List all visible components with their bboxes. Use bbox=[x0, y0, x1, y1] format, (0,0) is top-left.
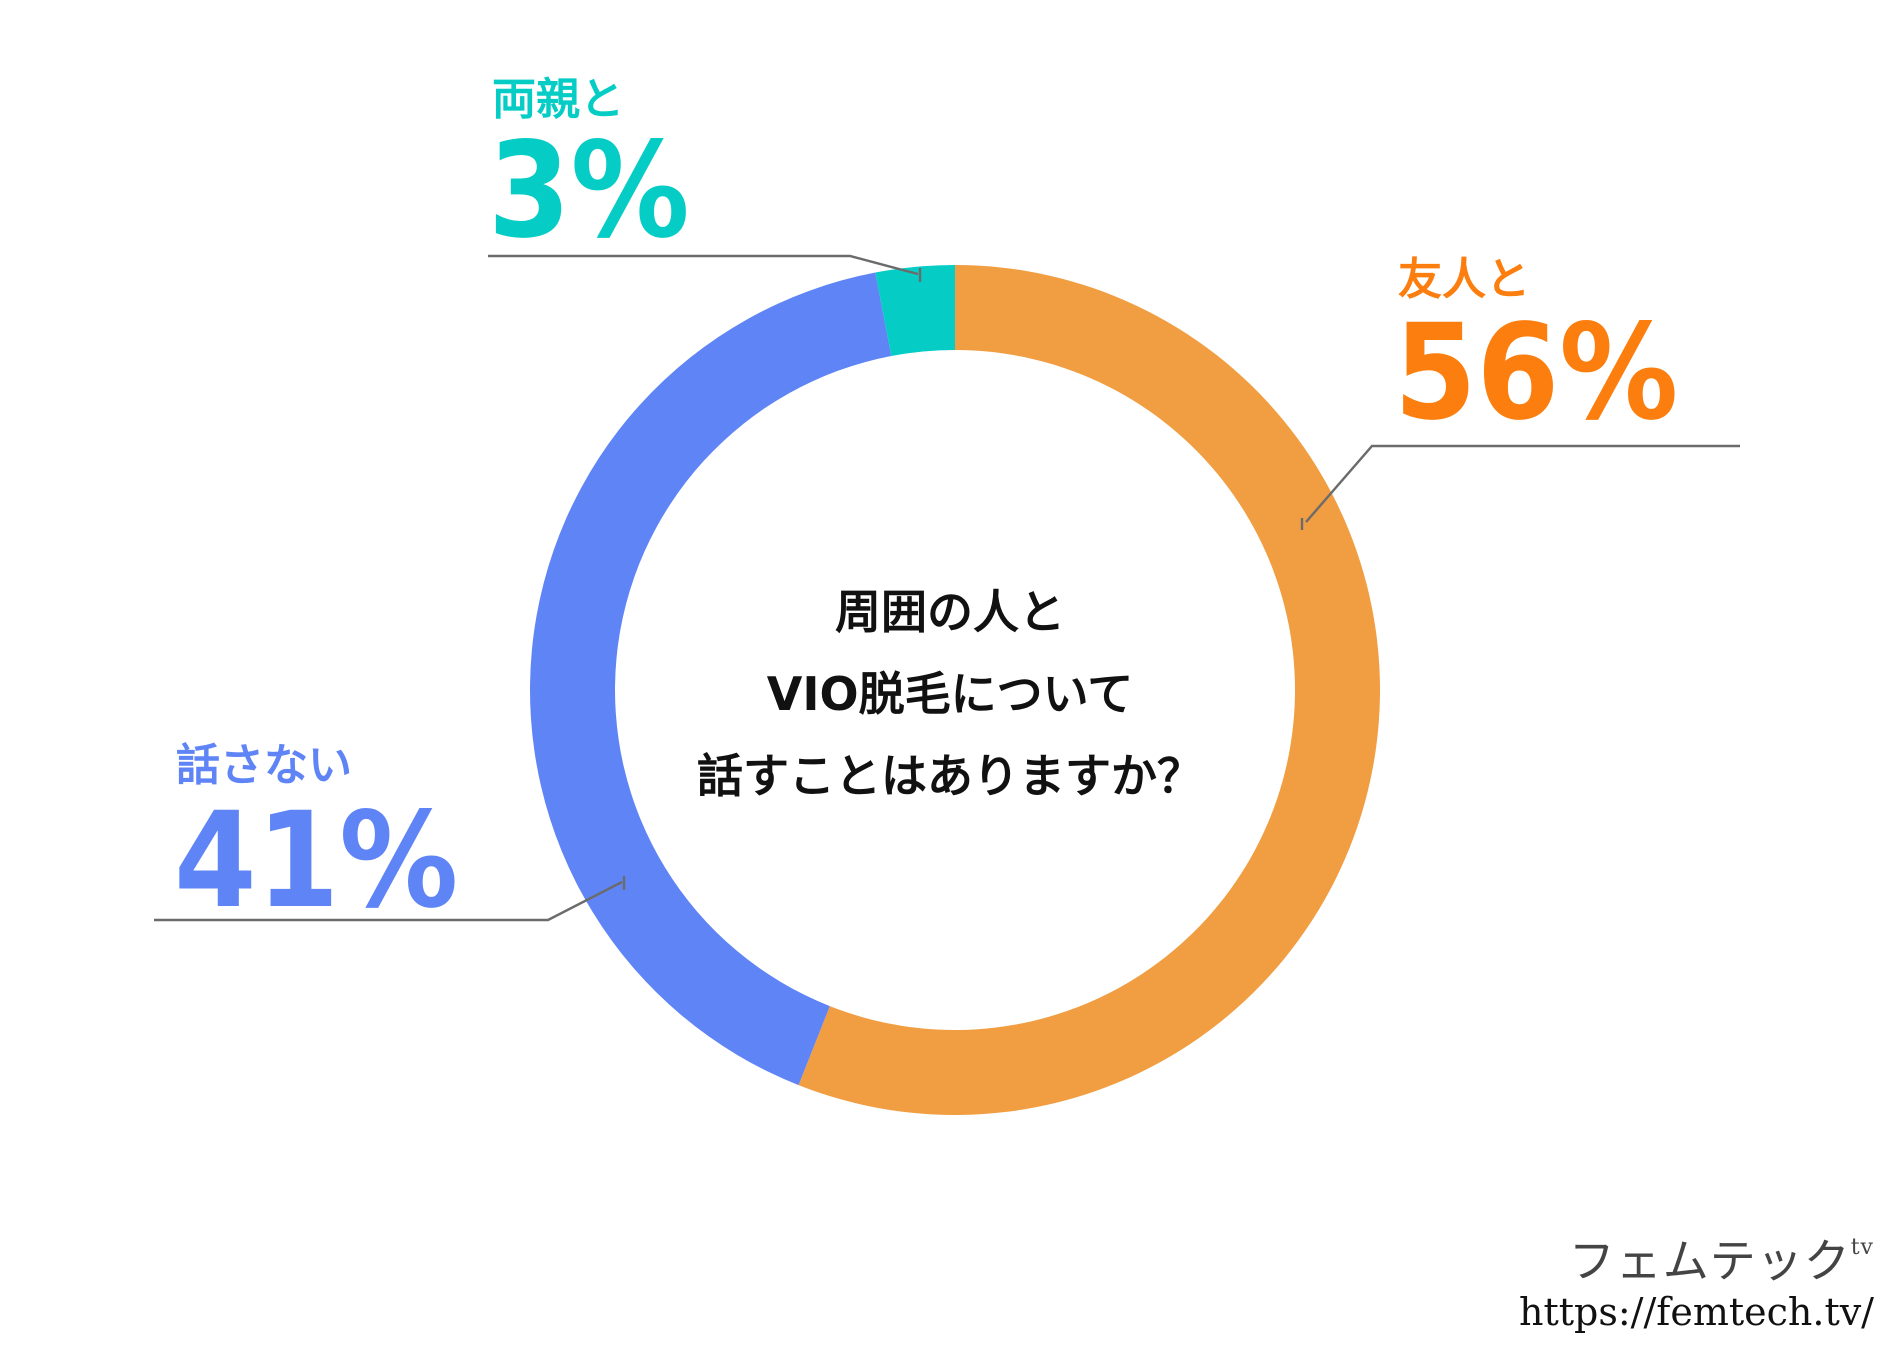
label-friends: 友人と bbox=[1398, 254, 1530, 305]
chart-title-line-2: VIO脱毛について bbox=[767, 667, 1133, 721]
leader-lines bbox=[154, 254, 1740, 922]
brand-name-suffix: tv bbox=[1850, 1234, 1874, 1260]
label-parents: 両親と bbox=[492, 74, 624, 125]
leader-line-none bbox=[154, 880, 623, 922]
value-parents: 3% bbox=[488, 114, 690, 268]
value-friends: 56% bbox=[1394, 296, 1678, 450]
brand-url: https://femtech.tv/ bbox=[1519, 1290, 1874, 1335]
chart-title-line-1: 周囲の人と bbox=[835, 585, 1065, 639]
leader-line-parents bbox=[488, 254, 919, 276]
slice-friends bbox=[798, 265, 1380, 1115]
brand-block: フェムテックtv https://femtech.tv/ bbox=[1519, 1233, 1874, 1335]
value-none: 41% bbox=[174, 784, 458, 938]
chart-title-line-3: 話すことはありますか？ bbox=[697, 749, 1203, 803]
label-none: 話さない bbox=[176, 740, 352, 791]
brand-name: フェムテック bbox=[1568, 1233, 1851, 1288]
leader-line-friends bbox=[1305, 444, 1740, 523]
slice-parents bbox=[875, 265, 955, 357]
brand-logo: フェムテックtv bbox=[1519, 1233, 1874, 1288]
